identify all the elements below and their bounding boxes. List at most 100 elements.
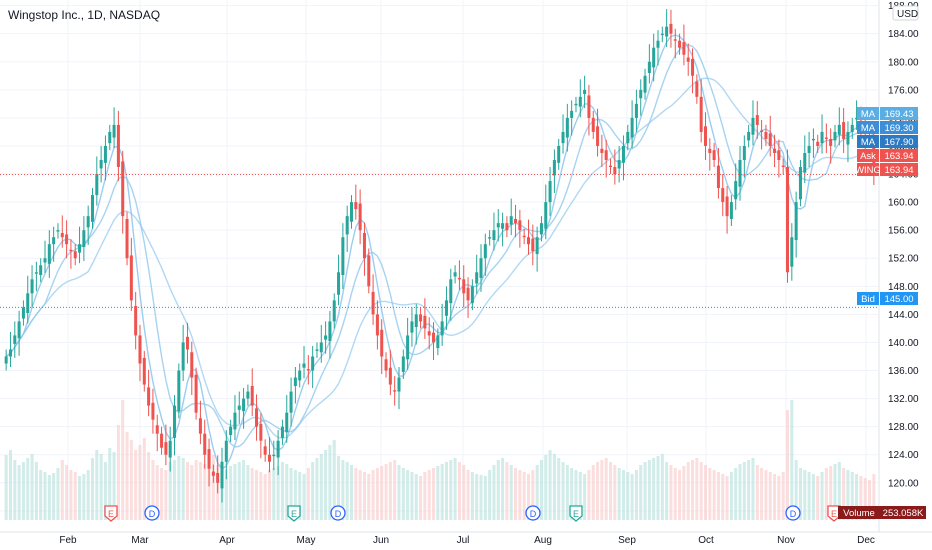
volume-bar <box>393 460 397 520</box>
candle-body <box>43 258 47 263</box>
candle-body <box>721 188 725 203</box>
volume-bar <box>233 464 237 520</box>
volume-bar <box>380 466 384 520</box>
volume-bar <box>250 468 254 520</box>
price-tag-value: 145.00 <box>884 294 913 305</box>
candle-body <box>453 272 457 277</box>
price-tag: Bid 145.00 <box>857 292 918 305</box>
volume-bar <box>729 472 733 520</box>
candle-body <box>470 286 474 304</box>
dividend-circle <box>785 505 801 521</box>
candle-body <box>747 131 751 141</box>
dividend-marker[interactable]: D <box>330 505 346 521</box>
volume-bar <box>108 448 112 520</box>
earnings-marker[interactable]: E <box>287 505 301 522</box>
volume-bar <box>30 454 34 520</box>
candle-body <box>544 202 548 229</box>
candle-body <box>449 279 453 304</box>
earnings-marker[interactable]: E <box>104 505 118 522</box>
candle-body <box>466 287 470 301</box>
volume-bar <box>760 468 764 520</box>
volume-bar <box>708 468 712 520</box>
volume-bar <box>289 468 293 520</box>
ma-line <box>5 44 875 448</box>
price-tag-value: 167.90 <box>884 137 913 148</box>
candle-body <box>427 331 431 336</box>
volume-bar <box>773 474 777 520</box>
volume-bar <box>501 458 505 520</box>
candle-body <box>432 332 436 343</box>
candle-body <box>699 96 703 132</box>
candle-body <box>760 130 764 132</box>
volume-bar <box>587 470 591 520</box>
volume-bar <box>837 462 841 520</box>
candle-body <box>798 167 802 200</box>
time-tick-label: Sep <box>618 535 636 546</box>
earnings-marker[interactable]: E <box>569 505 583 522</box>
volume-bar <box>358 470 362 520</box>
dividend-marker[interactable]: D <box>144 505 160 521</box>
volume-bar <box>613 465 617 520</box>
dividend-marker[interactable]: D <box>525 505 541 521</box>
dividend-marker[interactable]: D <box>785 505 801 521</box>
volume-bars <box>4 400 876 520</box>
time-axis[interactable]: Feb Mar Apr May Jun Jul Aug Sep Oct Nov Dec <box>0 531 932 546</box>
time-tick-label: Feb <box>59 535 77 546</box>
candle-body <box>250 385 254 406</box>
candle-body <box>13 335 17 344</box>
volume-bar <box>349 465 354 520</box>
volume-bar <box>738 464 742 520</box>
volume-bar <box>794 460 798 520</box>
candle-body <box>39 265 43 276</box>
volume-bar <box>583 474 587 520</box>
candle-body <box>263 446 267 455</box>
price-axis[interactable]: 116.00120.00124.00128.00132.00136.00140.… <box>878 0 919 532</box>
volume-bar <box>125 432 129 520</box>
candle-body <box>630 117 634 138</box>
volume-bar <box>747 460 751 520</box>
candle-body <box>604 150 608 160</box>
price-tag-value: 163.94 <box>884 151 913 162</box>
candle-body <box>332 300 336 322</box>
candle-body <box>164 442 168 455</box>
volume-bar <box>436 466 440 520</box>
price-tag-value: 169.43 <box>884 109 913 120</box>
price-tag: MA 167.90 <box>857 135 918 148</box>
candle-body <box>755 115 759 125</box>
event-letter: D <box>335 509 342 519</box>
volume-bar <box>17 465 21 520</box>
volume-bar <box>324 450 328 520</box>
candle-body <box>647 61 651 73</box>
volume-bar <box>259 472 263 520</box>
volume-bar <box>768 472 772 520</box>
candle-body <box>56 230 60 232</box>
volume-bar <box>388 462 392 520</box>
candle-body <box>669 23 673 34</box>
volume-bar <box>453 458 457 520</box>
volume-bar <box>354 468 358 520</box>
candle-body <box>345 216 349 235</box>
volume-bar <box>401 468 405 520</box>
ma-line <box>5 77 875 439</box>
volume-bar <box>691 460 695 520</box>
candle-body <box>785 167 790 273</box>
candle-body <box>557 145 561 163</box>
candle-body <box>216 472 220 483</box>
volume-bar <box>531 470 535 520</box>
candle-body <box>691 58 695 76</box>
candle-body <box>665 26 669 37</box>
candle-body <box>609 165 613 168</box>
volume-bar <box>596 462 600 520</box>
symbol-title[interactable]: Wingstop Inc., 1D, NASDAQ <box>8 8 161 22</box>
candle-body <box>134 305 138 336</box>
candle-body <box>419 314 423 322</box>
candle-body <box>483 244 487 259</box>
candle-body <box>73 251 77 259</box>
volume-bar <box>604 458 608 520</box>
candle-body <box>522 235 526 238</box>
earnings-flag <box>104 505 118 522</box>
candle-body <box>639 89 643 99</box>
